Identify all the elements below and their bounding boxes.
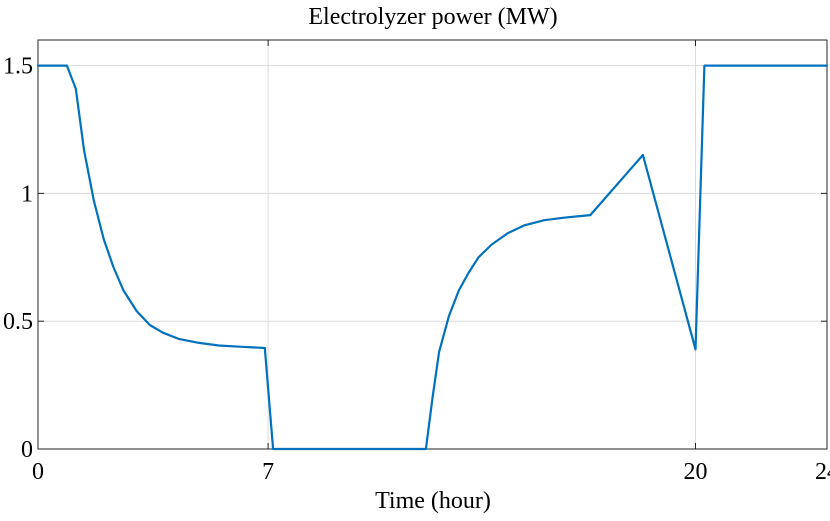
- x-tick-label-1: 7: [262, 459, 274, 485]
- grid-lines: [37, 40, 828, 450]
- series-line-0: [36, 64, 829, 451]
- x-tick-label-2: 20: [684, 459, 708, 485]
- plot-frame: [37, 39, 828, 450]
- chart-title: Electrolyzer power (MW): [308, 4, 557, 30]
- y-tick-label-2: 1: [21, 181, 33, 207]
- x-tick-label-3: 24: [815, 459, 830, 485]
- y-tick-label-1: 0.5: [3, 309, 33, 335]
- x-tick-label-0: 0: [32, 459, 44, 485]
- y-tick-label-0: 0: [21, 437, 33, 463]
- plot-axes: [37, 39, 828, 450]
- series-group: [36, 64, 829, 451]
- y-tick-label-3: 1.5: [3, 54, 33, 80]
- tick-labels: 0 7 20 24 0 0.5 1 1.5: [3, 54, 830, 485]
- x-axis-label: Time (hour): [375, 488, 491, 514]
